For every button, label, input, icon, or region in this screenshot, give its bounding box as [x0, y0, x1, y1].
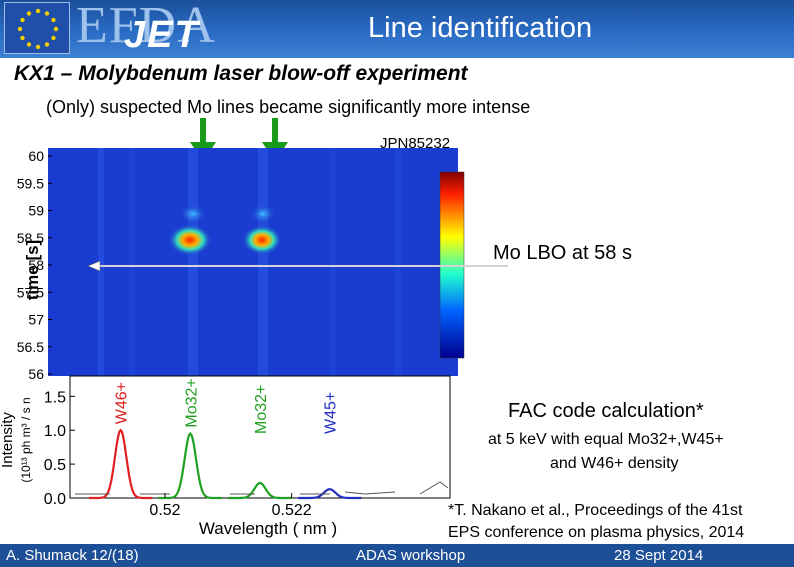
spectrum-y-tick-label: 0.5	[44, 457, 66, 474]
heatmap-y-ticks: 60 59.5 59 58.5 58 57.5 57 56.5 56	[17, 148, 52, 380]
fac-line-2: and W46+ density	[550, 455, 679, 472]
heatmap-y-axis-label: time [s]	[23, 240, 42, 300]
spectrum-y-tick-label: 1.0	[44, 423, 66, 440]
spectrum-series	[75, 428, 449, 500]
spectrum-plot-area	[69, 375, 451, 499]
heatmap-y-tick-label: 59	[28, 203, 44, 219]
slide-header: EFDA JET Line identification	[0, 0, 794, 58]
spectrum-y-tick-label: 0.0	[44, 491, 66, 508]
spectrum-x-tick-label: 0.522	[272, 502, 312, 519]
heatmap-hotspot-1	[168, 224, 212, 256]
lbo-annotation: Mo LBO at 58 s	[493, 242, 632, 264]
spectrum-series-label: W46+	[114, 382, 131, 424]
spectrum-series-labels: W46+ Mo32+ Mo32+ W45+	[114, 378, 340, 434]
heatmap-hotspot-2	[242, 225, 282, 255]
spectrum-series-line	[298, 488, 362, 500]
spectrum-series-label: Mo32+	[183, 378, 200, 427]
reference-line-1: *T. Nakano et al., Proceedings of the 41…	[448, 502, 743, 519]
eu-stars-icon	[17, 8, 59, 50]
reference-line-2: EPS conference on plasma physics, 2014	[448, 524, 745, 541]
slide-note: (Only) suspected Mo lines became signifi…	[46, 97, 531, 117]
heatmap-y-tick-label: 58.5	[17, 230, 44, 246]
heatmap-background	[48, 148, 458, 376]
slide-footer: A. Shumack 12/(18) ADAS workshop 28 Sept…	[0, 544, 794, 567]
spectrum-x-tick-label: 0.52	[149, 502, 180, 519]
spectrum-y-axis-label-1: Intensity	[0, 412, 16, 468]
efda-logo-text: EFDA	[76, 0, 216, 54]
spectrum-baseline	[75, 481, 449, 495]
spectrum-chart: 1.5 1.0 0.5 0.0 0.52 0.522 W46+ Mo32+ Mo32+ W45…	[0, 375, 451, 538]
pulse-number-label: JPN85232	[380, 135, 451, 152]
heatmap-y-tick-label: 57.5	[17, 284, 44, 300]
heatmap-y-tick-label: 56.5	[17, 339, 44, 355]
footer-event: ADAS workshop	[356, 547, 466, 564]
spectrum-series-line	[89, 428, 153, 500]
fac-line-1: at 5 keV with equal Mo32+,W45+	[488, 431, 724, 448]
eu-flag-logo	[4, 2, 70, 54]
spectrum-x-ticks: 0.52 0.522	[149, 493, 312, 519]
spectrum-y-ticks: 1.5 1.0 0.5 0.0	[44, 389, 75, 508]
slide-subtitle: KX1 – Molybdenum laser blow-off experime…	[14, 62, 468, 85]
jet-logo-text: JET	[124, 14, 200, 56]
spectrum-series-label: Mo32+	[253, 385, 270, 434]
spectrum-series-line	[228, 481, 292, 500]
spectrum-series-line	[158, 432, 222, 500]
slide-title: Line identification	[368, 12, 593, 44]
spectrogram-chart: 60 59.5 59 58.5 58 57.5 57 56.5 56 time [s]	[17, 148, 465, 380]
heatmap-y-tick-label: 56	[28, 366, 44, 380]
reference-note: *T. Nakano et al., Proceedings of the 41…	[448, 500, 744, 544]
spectrum-y-tick-label: 1.5	[44, 389, 66, 406]
spectrum-y-axis-label-2: (10¹³ ph m³ / s n	[19, 397, 33, 482]
footer-date: 28 Sept 2014	[614, 547, 704, 564]
heatmap-y-tick-label: 57	[28, 312, 44, 328]
spectrum-x-axis-label: Wavelength ( nm )	[199, 519, 337, 538]
fac-title: FAC code calculation*	[508, 400, 704, 422]
footer-author: A. Shumack 12/(18)	[6, 547, 139, 564]
heatmap-hotspots	[168, 204, 282, 256]
heatmap-y-tick-label: 59.5	[17, 175, 44, 191]
heatmap-y-tick-label: 60	[28, 148, 44, 164]
spectrum-series-label: W45+	[323, 392, 340, 434]
heatmap-streaks	[98, 148, 401, 376]
heatmap-y-tick-label: 58	[28, 257, 44, 273]
lbo-marker-line	[88, 260, 508, 272]
